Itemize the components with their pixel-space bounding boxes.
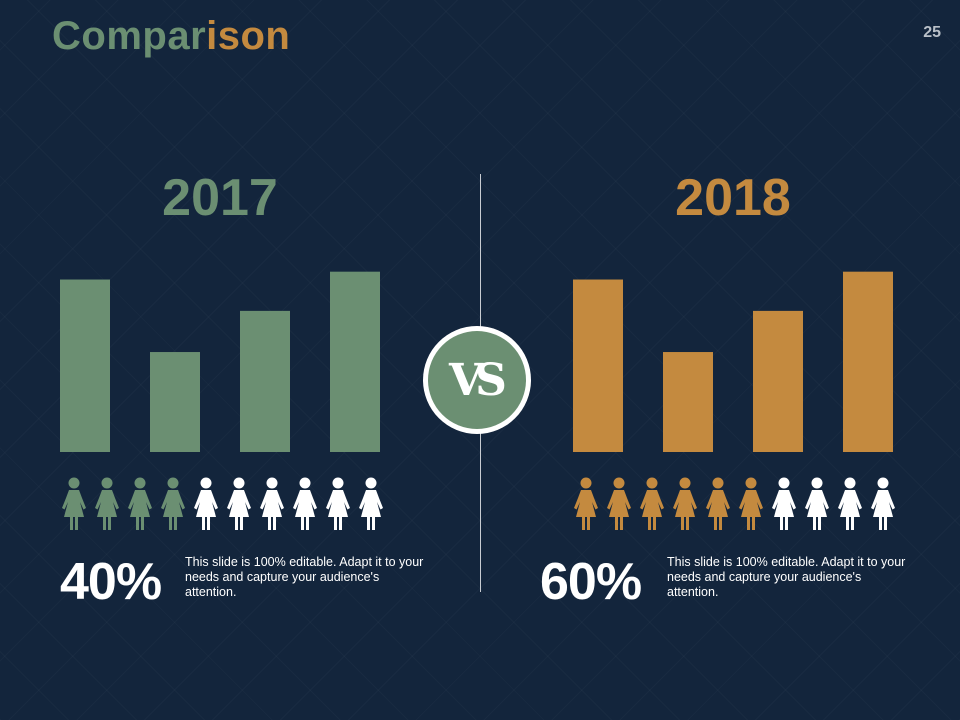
- people-2018-woman-icon-6: [739, 477, 763, 530]
- bar-2018-bar-3: [753, 310, 803, 452]
- people-2017-woman-icon-7: [260, 477, 284, 530]
- bar-chart-2017: [60, 271, 380, 452]
- percent-2017: 40%: [60, 553, 162, 611]
- bar-2017-bar-2: [150, 352, 200, 452]
- people-pictograph-2017: [62, 477, 383, 530]
- year-2017-label: 2017: [162, 169, 278, 227]
- bar-2017-bar-4: [330, 271, 380, 452]
- people-2017-woman-icon-3: [128, 477, 152, 530]
- vs-label: VS: [428, 331, 526, 429]
- year-2018-label: 2018: [675, 169, 791, 227]
- people-2018-woman-icon-4: [673, 477, 697, 530]
- people-2018-woman-icon-3: [640, 477, 664, 530]
- people-2018-woman-icon-7: [772, 477, 796, 530]
- percent-2018: 60%: [540, 553, 642, 611]
- people-2018-woman-icon-2: [607, 477, 631, 530]
- people-2018-woman-icon-10: [871, 477, 895, 530]
- people-2017-woman-icon-2: [95, 477, 119, 530]
- people-2017-woman-icon-4: [161, 477, 185, 530]
- slide-title-part2: ison: [206, 14, 291, 58]
- slide-title-part1: Compar: [52, 14, 207, 58]
- bar-2018-bar-4: [843, 271, 893, 452]
- vs-badge: VS: [423, 326, 531, 434]
- people-2018-woman-icon-8: [805, 477, 829, 530]
- description-2017: This slide is 100% editable. Adapt it to…: [185, 555, 424, 599]
- bar-chart-2018: [573, 271, 893, 452]
- people-2017-woman-icon-10: [359, 477, 383, 530]
- slide-title: Comparison: [52, 14, 290, 59]
- page-number: 25: [923, 24, 941, 41]
- people-2017-woman-icon-1: [62, 477, 86, 530]
- bar-2017-bar-3: [240, 310, 290, 452]
- people-2017-woman-icon-9: [326, 477, 350, 530]
- people-2018-woman-icon-1: [574, 477, 598, 530]
- people-2018-woman-icon-5: [706, 477, 730, 530]
- people-pictograph-2018: [574, 477, 895, 530]
- people-2017-woman-icon-6: [227, 477, 251, 530]
- bar-2018-bar-2: [663, 352, 713, 452]
- bar-2017-bar-1: [60, 279, 110, 452]
- people-2017-woman-icon-8: [293, 477, 317, 530]
- people-2017-woman-icon-5: [194, 477, 218, 530]
- description-2018: This slide is 100% editable. Adapt it to…: [667, 555, 906, 599]
- people-2018-woman-icon-9: [838, 477, 862, 530]
- bar-2018-bar-1: [573, 279, 623, 452]
